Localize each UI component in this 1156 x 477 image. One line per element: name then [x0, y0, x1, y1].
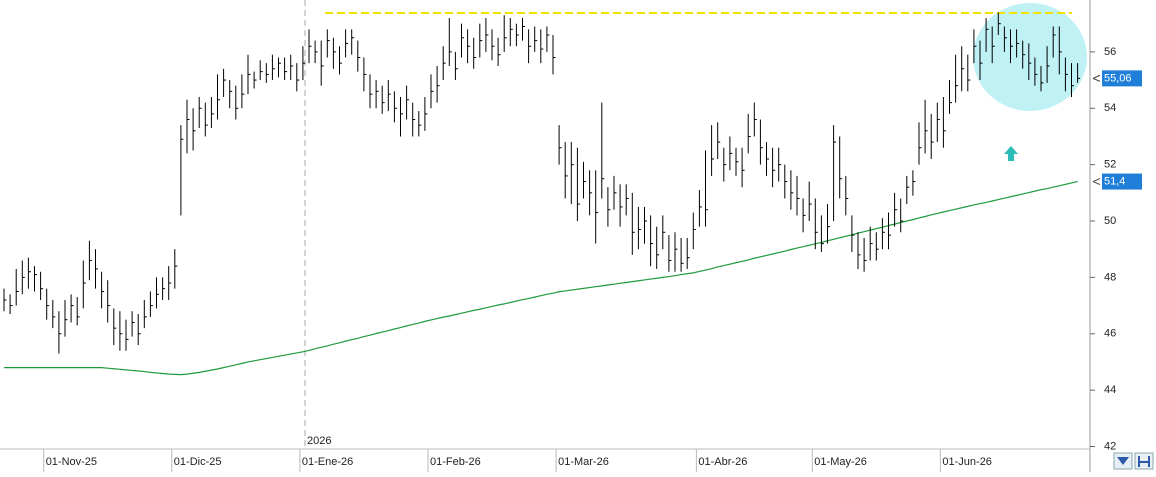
last-value-pointer [1092, 178, 1101, 186]
zoom-icon [1117, 457, 1129, 465]
y-tick-label: 54 [1104, 102, 1116, 114]
x-tick-label: 01-Jun-26 [942, 456, 992, 468]
x-tick-label: 01-May-26 [814, 456, 867, 468]
moving-average-line [4, 180, 1078, 376]
highlight-circle [973, 3, 1087, 111]
nav-buttons[interactable] [1113, 452, 1154, 470]
x-tick-label: 01-Mar-26 [558, 456, 609, 468]
last-value-flag [1102, 70, 1142, 87]
last-value-flag [1102, 173, 1142, 190]
y-tick-label: 48 [1104, 271, 1116, 283]
up-arrow [1004, 146, 1018, 161]
last-value-label: 55,06 [1104, 72, 1132, 84]
x-tick-label: 01-Nov-25 [46, 456, 97, 468]
home-icon [1138, 456, 1150, 467]
price-bars [3, 12, 1081, 354]
y-tick-label: 52 [1104, 159, 1116, 171]
last-value-pointer [1092, 74, 1101, 82]
x-tick-label: 01-Feb-26 [430, 456, 481, 468]
y-tick-label: 50 [1104, 215, 1116, 227]
y-tick-label: 56 [1104, 46, 1116, 58]
x-tick-label: 01-Ene-26 [302, 456, 353, 468]
y-tick-label: 42 [1104, 440, 1116, 452]
year-label: 2026 [307, 435, 331, 447]
last-value-label: 51,4 [1104, 175, 1125, 187]
x-tick-label: 01-Dic-25 [174, 456, 222, 468]
y-tick-label: 44 [1104, 384, 1116, 396]
y-tick-label: 46 [1104, 328, 1116, 340]
x-tick-label: 01-Abr-26 [698, 456, 747, 468]
